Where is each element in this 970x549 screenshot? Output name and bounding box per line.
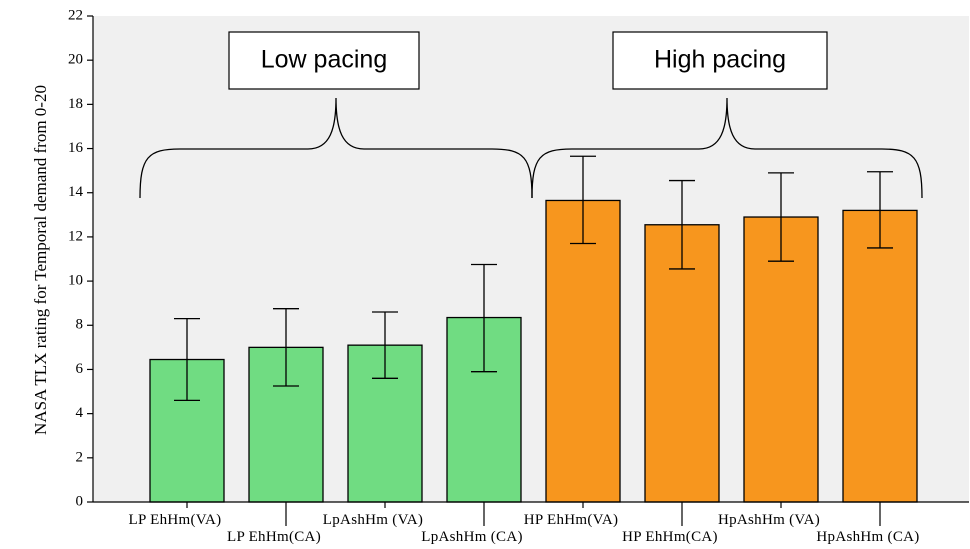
x-category-label: LpAshHm (CA)	[421, 529, 523, 545]
x-category-label: HpAshHm (CA)	[816, 529, 919, 545]
group-brace	[531, 97, 923, 199]
error-bars-layer	[174, 155, 893, 402]
group-label-box	[228, 31, 420, 90]
x-category-label: HpAshHm (VA)	[718, 512, 820, 528]
y-tick-label: 2	[76, 449, 84, 465]
x-category-label: LpAshHm (VA)	[323, 512, 423, 528]
bar	[743, 216, 819, 503]
y-tick-label: 8	[76, 317, 84, 333]
y-tick-label: 6	[76, 361, 84, 377]
group-label: Low pacing	[261, 46, 387, 74]
y-tick-label: 4	[76, 405, 84, 421]
y-tick-label: 12	[68, 228, 83, 244]
group-annotations-layer: Low pacing High pacing	[139, 31, 923, 199]
y-ticks-layer: 0 2 4 6 8 10 12 14 16 18 20 22	[68, 7, 93, 509]
bar	[842, 209, 918, 503]
y-tick-label: 10	[68, 273, 83, 289]
y-tick-label: 22	[68, 7, 83, 23]
y-tick-label: 16	[68, 140, 84, 156]
bar	[545, 199, 621, 503]
group-label-box	[612, 31, 828, 90]
x-category-label: LP EhHm(VA)	[129, 512, 222, 528]
x-labels-layer: LP EhHm(VA) LP EhHm(CA)LpAshHm (VA)LpAshH…	[129, 502, 919, 545]
x-category-label: LP EhHm(CA)	[227, 529, 321, 545]
plot-area	[93, 16, 969, 502]
y-tick-label: 20	[68, 52, 83, 68]
y-tick-label: 18	[68, 96, 83, 112]
y-axis-label: NASA TLX rating for Temporal demand from…	[31, 85, 50, 435]
group-brace	[139, 97, 533, 199]
x-category-label: HP EhHm(VA)	[524, 512, 619, 528]
group-label: High pacing	[654, 46, 786, 74]
x-category-label: HP EhHm(CA)	[622, 529, 718, 545]
y-tick-label: 0	[76, 493, 84, 509]
bars-layer	[149, 199, 918, 503]
y-tick-label: 14	[68, 184, 84, 200]
